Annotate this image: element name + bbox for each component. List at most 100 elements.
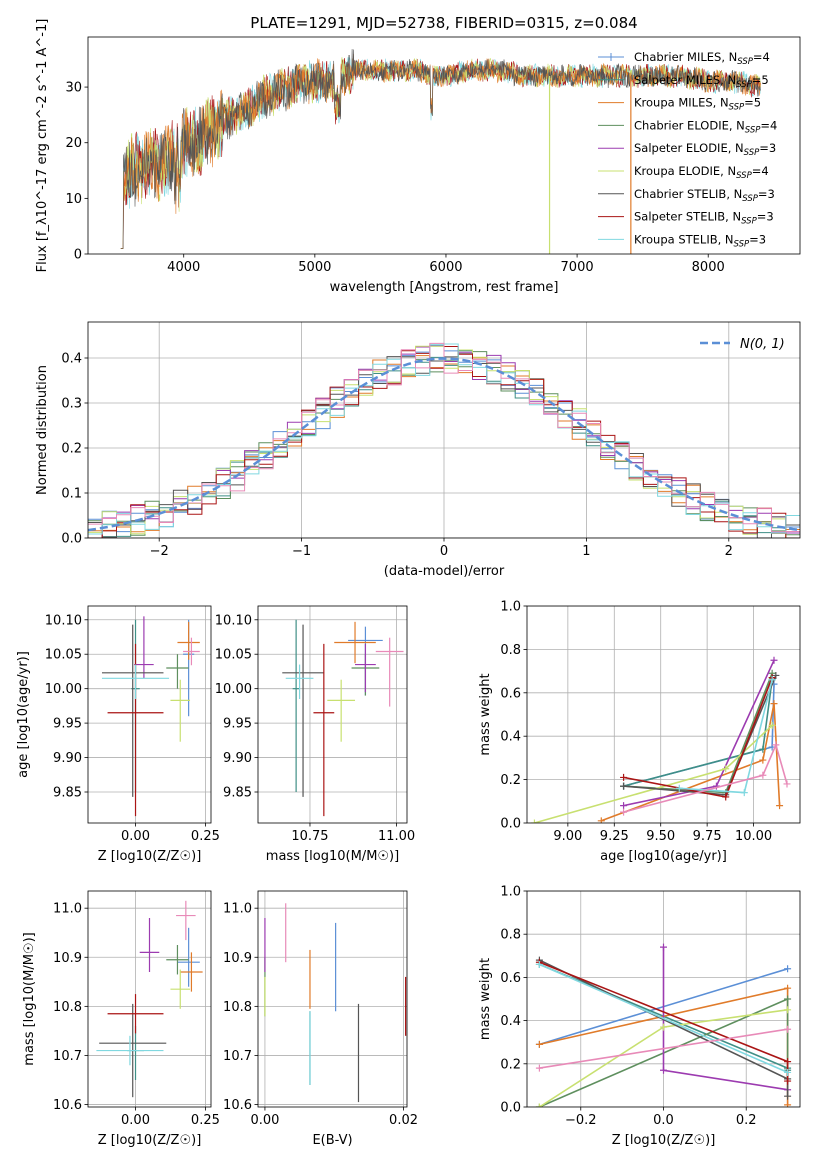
weight-marker xyxy=(722,765,730,773)
y-tick-label: 9.85 xyxy=(53,786,82,801)
x-tick-label: 11.00 xyxy=(378,829,415,844)
x-tick-label: 4000 xyxy=(167,260,200,275)
weight-marker xyxy=(784,1092,792,1100)
legend: N(0, 1) xyxy=(700,337,785,352)
plot-area xyxy=(527,891,800,1107)
y-tick-label: 0.0 xyxy=(61,532,82,547)
weight-marker xyxy=(776,802,784,810)
axes-frame: −2 −1 0 1 2 0.0 0.1 0.2 0.3 0.4 (data-model)/error… xyxy=(35,321,801,579)
axes-border xyxy=(87,890,212,1108)
y-tick-label: 20 xyxy=(65,136,82,151)
axes-frame: −0.2 0.0 0.2 0.0 0.2 0.4 0.6 0.8 1.0 Z [log10(Z/Z… xyxy=(478,885,801,1148)
legend-label: Salpeter STELIB, NSSP=3 xyxy=(634,210,774,227)
y-tick-label: 1.0 xyxy=(500,600,521,615)
x-tick-label: −0.2 xyxy=(565,1113,597,1128)
axes-border xyxy=(526,605,801,824)
x-tick-label: 2 xyxy=(725,544,733,559)
x-tick-label: 1 xyxy=(582,544,590,559)
error-point xyxy=(101,624,164,797)
weight-line xyxy=(534,724,773,823)
spectrum-line xyxy=(120,57,761,249)
figure-title: PLATE=1291, MJD=52738, FIBERID=0315, z=0… xyxy=(250,14,637,32)
weight-marker xyxy=(535,960,543,968)
x-axis-label: E(B-V) xyxy=(312,1133,352,1148)
weight-marker xyxy=(712,782,720,790)
x-tick-label: 0.0 xyxy=(653,1113,674,1128)
weight-marker xyxy=(784,1077,792,1085)
plot-area xyxy=(258,891,407,1107)
x-axis-label: mass [log10(M/M☉)] xyxy=(266,849,399,864)
y-tick-label: 10.9 xyxy=(53,951,82,966)
y-tick-label: 11.0 xyxy=(53,902,82,917)
y-tick-label: 10.8 xyxy=(223,1000,252,1015)
panel-age_vs_mass: 10.75 11.00 9.85 9.90 9.95 10.00 10.05 10.10 mas… xyxy=(215,605,415,864)
y-tick-label: 0.8 xyxy=(500,643,521,658)
error-point xyxy=(166,945,189,975)
x-tick-label: 0.2 xyxy=(736,1113,757,1128)
plot-area xyxy=(88,322,800,538)
y-tick-label: 10.6 xyxy=(53,1098,82,1113)
y-tick-label: 0.6 xyxy=(500,686,521,701)
x-tick-label: 10.00 xyxy=(735,829,772,844)
x-tick-label: 10.75 xyxy=(291,829,328,844)
weight-marker xyxy=(535,1040,543,1048)
x-tick-label: 7000 xyxy=(561,260,594,275)
weight-marker xyxy=(772,741,780,749)
axes-border xyxy=(87,605,212,824)
y-axis-label: Normed distribution xyxy=(35,365,50,495)
y-tick-label: 0.2 xyxy=(61,442,82,457)
weight-marker xyxy=(784,1006,792,1014)
y-tick-label: 0.6 xyxy=(500,971,521,986)
axes-frame: 0.00 0.25 10.6 10.7 10.8 10.9 11.0 Z [log10(Z/Z… xyxy=(22,890,220,1148)
error-point xyxy=(139,918,160,972)
weight-marker xyxy=(770,656,778,664)
weight-line xyxy=(539,1028,788,1069)
panel-weight_vs_z: −0.2 0.0 0.2 0.0 0.2 0.4 0.6 0.8 1.0 Z [log10(Z/Z… xyxy=(478,885,801,1148)
x-axis-label: (data-model)/error xyxy=(384,564,505,579)
error-point xyxy=(177,621,200,660)
weight-marker xyxy=(722,793,730,801)
y-tick-label: 10.10 xyxy=(215,613,252,628)
x-tick-label: 6000 xyxy=(429,260,462,275)
weight-marker xyxy=(675,784,683,792)
weight-line xyxy=(623,742,788,813)
legend-label: Kroupa ELODIE, NSSP=4 xyxy=(634,164,769,181)
legend-label: Chabrier STELIB, NSSP=3 xyxy=(634,187,775,204)
weight-marker xyxy=(620,773,628,781)
axes-border xyxy=(257,890,408,1108)
weight-marker xyxy=(660,943,667,951)
weight-marker xyxy=(535,1064,543,1072)
y-tick-label: 9.85 xyxy=(223,786,252,801)
y-axis-label: Flux [f_λ10^-17 erg cm^-2 s^-1 A^-1] xyxy=(35,19,50,273)
weight-marker xyxy=(530,819,538,823)
legend-label: Chabrier MILES, NSSP=4 xyxy=(634,50,770,67)
x-tick-label: −2 xyxy=(150,544,169,559)
error-point xyxy=(170,969,191,1009)
weight-marker xyxy=(784,1101,792,1107)
y-tick-label: 10.6 xyxy=(223,1098,252,1113)
error-point xyxy=(134,616,154,679)
y-tick-label: 10.7 xyxy=(223,1049,252,1064)
error-point xyxy=(285,664,314,699)
weight-marker xyxy=(740,789,748,797)
legend: Chabrier MILES, NSSP=4 Salpeter MILES, NS… xyxy=(598,50,777,249)
axes-frame: 10.75 11.00 9.85 9.90 9.95 10.00 10.05 10.10 mas… xyxy=(215,605,415,864)
y-axis-label: mass weight xyxy=(478,673,493,755)
panel-mass_vs_ebv: 0.00 0.02 10.6 10.7 10.8 10.9 11.0 E(B-V) xyxy=(223,890,418,1148)
x-tick-label: 9.00 xyxy=(553,829,582,844)
axes-frame: 0.00 0.02 10.6 10.7 10.8 10.9 11.0 E(B-V) xyxy=(223,890,418,1148)
y-tick-label: 0.4 xyxy=(500,730,521,745)
y-tick-label: 10.00 xyxy=(215,682,252,697)
y-axis-label: age [log10(age/yr)] xyxy=(16,651,31,778)
y-tick-label: 0.1 xyxy=(61,487,82,502)
x-tick-label: 0.00 xyxy=(121,1113,150,1128)
y-tick-label: 0.2 xyxy=(500,1057,521,1072)
y-tick-label: 0.3 xyxy=(61,397,82,412)
y-tick-label: 0.2 xyxy=(500,773,521,788)
x-tick-label: 9.25 xyxy=(600,829,629,844)
y-tick-label: 0.0 xyxy=(500,1101,521,1116)
y-tick-label: 0 xyxy=(74,248,82,263)
y-tick-label: 9.95 xyxy=(223,717,252,732)
plot-area xyxy=(258,606,407,823)
